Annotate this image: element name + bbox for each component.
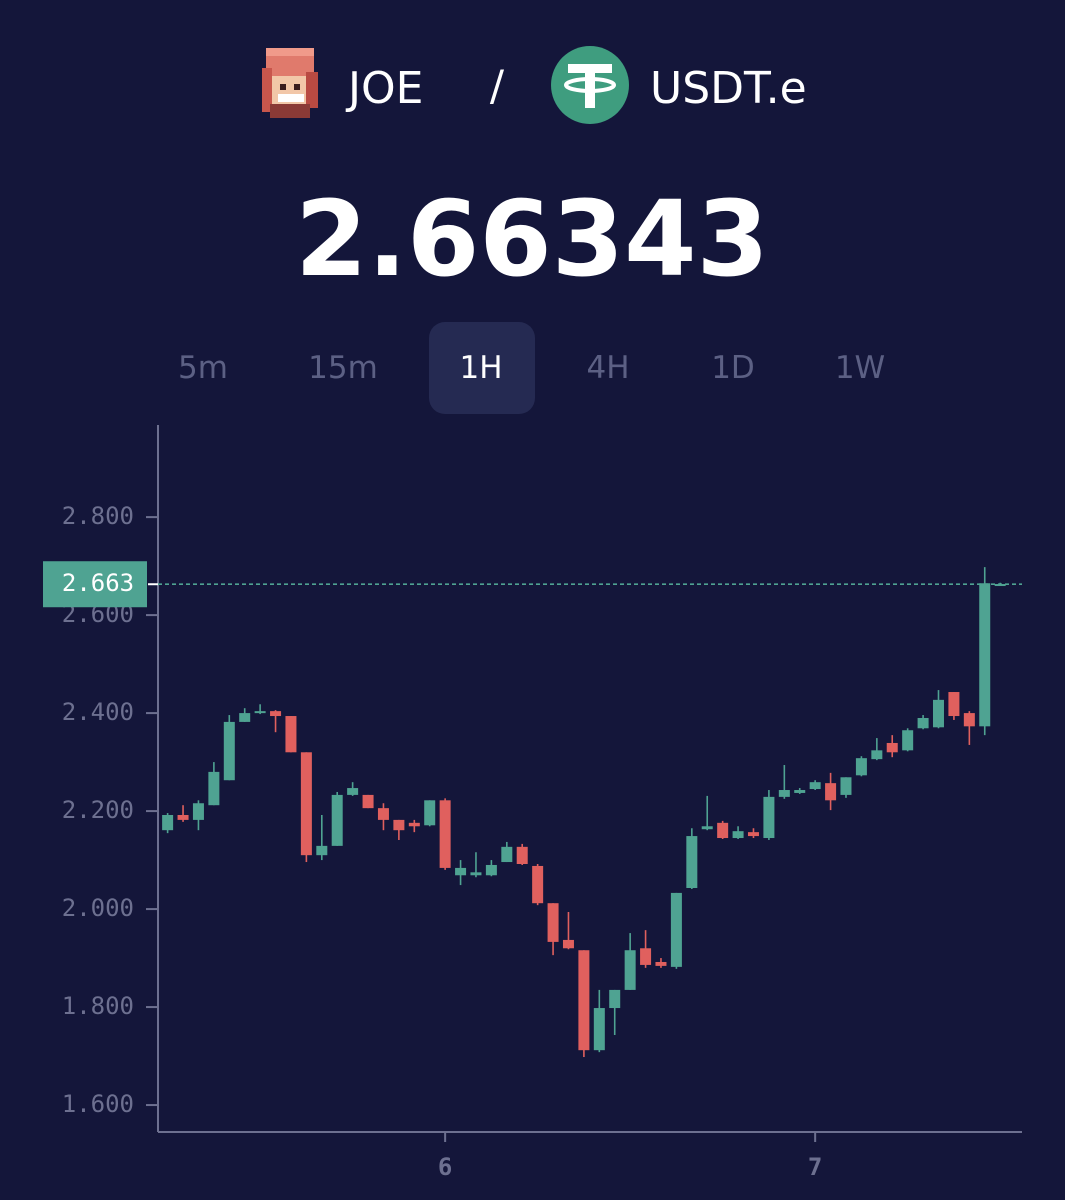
timeframe-tab[interactable]: 4H bbox=[586, 350, 629, 386]
candle-body bbox=[300, 752, 312, 856]
candle-body bbox=[640, 948, 652, 965]
candle-body bbox=[886, 742, 898, 753]
y-tick-label: 1.800 bbox=[62, 992, 134, 1020]
last-price-tag bbox=[43, 561, 147, 608]
current-price: 2.66343 bbox=[295, 178, 769, 300]
y-tick-label: 2.800 bbox=[62, 502, 134, 530]
candle-body bbox=[624, 950, 636, 990]
tab-label[interactable]: 15m bbox=[308, 350, 378, 386]
candle-body bbox=[562, 939, 574, 949]
tab-highlight[interactable] bbox=[429, 322, 535, 414]
candle-body bbox=[270, 711, 282, 717]
candle-body bbox=[424, 800, 436, 826]
candle-body bbox=[377, 808, 389, 820]
pair-separator: / bbox=[490, 61, 505, 110]
quote-token: USDT.e bbox=[650, 63, 807, 114]
candle-body bbox=[717, 822, 729, 839]
candle-body bbox=[455, 867, 467, 876]
candle-body bbox=[393, 819, 405, 831]
candle-body bbox=[285, 716, 297, 753]
candle-body bbox=[670, 892, 682, 967]
candle-body bbox=[177, 815, 189, 820]
tab-label[interactable]: 5m bbox=[178, 350, 228, 386]
candle-body bbox=[593, 1008, 605, 1051]
tab-label[interactable]: 1H bbox=[459, 350, 502, 386]
candle-body bbox=[547, 903, 559, 942]
x-tick-label: 6 bbox=[438, 1153, 452, 1181]
y-tick-label: 2.200 bbox=[62, 796, 134, 824]
candle-body bbox=[902, 730, 914, 751]
candle-body bbox=[963, 713, 975, 727]
timeframe-tab[interactable]: 5m bbox=[178, 350, 228, 386]
y-tick-label: 1.600 bbox=[62, 1090, 134, 1118]
candle-body bbox=[701, 826, 713, 830]
candle-body bbox=[932, 699, 944, 728]
last-price-label: 2.663 bbox=[62, 569, 134, 597]
candle-body bbox=[208, 771, 220, 806]
candle-body bbox=[516, 846, 528, 864]
candle-body bbox=[316, 845, 328, 856]
timeframe-tabs: 5m 15m 1H 4H 1D 1W bbox=[178, 322, 885, 414]
candle-body bbox=[732, 831, 744, 839]
tab-label[interactable]: 4H bbox=[586, 350, 629, 386]
timeframe-tab[interactable]: 1W bbox=[835, 350, 885, 386]
candle-body bbox=[408, 822, 420, 827]
candle-body bbox=[655, 961, 667, 966]
candle-body bbox=[470, 872, 482, 876]
candle-body bbox=[778, 790, 790, 797]
candle-body bbox=[239, 713, 251, 722]
candle-body bbox=[347, 788, 359, 795]
candle-body bbox=[439, 800, 451, 868]
tab-label[interactable]: 1W bbox=[835, 350, 885, 386]
candle-body bbox=[162, 815, 174, 831]
candle-body bbox=[331, 794, 343, 846]
timeframe-tab[interactable]: 1D bbox=[711, 350, 755, 386]
x-tick-label: 7 bbox=[808, 1153, 822, 1181]
candle-body bbox=[362, 794, 374, 809]
candle-body bbox=[686, 836, 698, 889]
candle-body bbox=[948, 692, 960, 717]
candle-body bbox=[825, 783, 837, 801]
candle-body bbox=[485, 864, 497, 876]
candle-body bbox=[855, 758, 867, 776]
base-token: JOE bbox=[345, 63, 423, 114]
candle-body bbox=[794, 790, 806, 793]
candle-body bbox=[254, 711, 266, 714]
candle-body bbox=[809, 782, 821, 790]
candle-body bbox=[979, 583, 991, 727]
y-tick-label: 2.400 bbox=[62, 698, 134, 726]
candle-body bbox=[917, 717, 929, 729]
candle-body bbox=[532, 865, 544, 904]
candle-body bbox=[578, 950, 590, 1051]
candle-body bbox=[871, 750, 883, 760]
usdt-icon bbox=[551, 46, 629, 124]
candle-body bbox=[501, 846, 513, 863]
tab-label[interactable]: 1D bbox=[711, 350, 755, 386]
candle-body bbox=[747, 832, 759, 837]
timeframe-tab[interactable]: 1H bbox=[429, 322, 535, 414]
y-tick-label: 2.000 bbox=[62, 894, 134, 922]
candle-body bbox=[609, 989, 621, 1009]
candle-body bbox=[763, 796, 775, 839]
joe-icon bbox=[262, 48, 318, 118]
candle-body bbox=[840, 777, 852, 795]
candle-body bbox=[192, 803, 204, 820]
candle-body bbox=[223, 721, 235, 781]
timeframe-tab[interactable]: 15m bbox=[308, 350, 378, 386]
